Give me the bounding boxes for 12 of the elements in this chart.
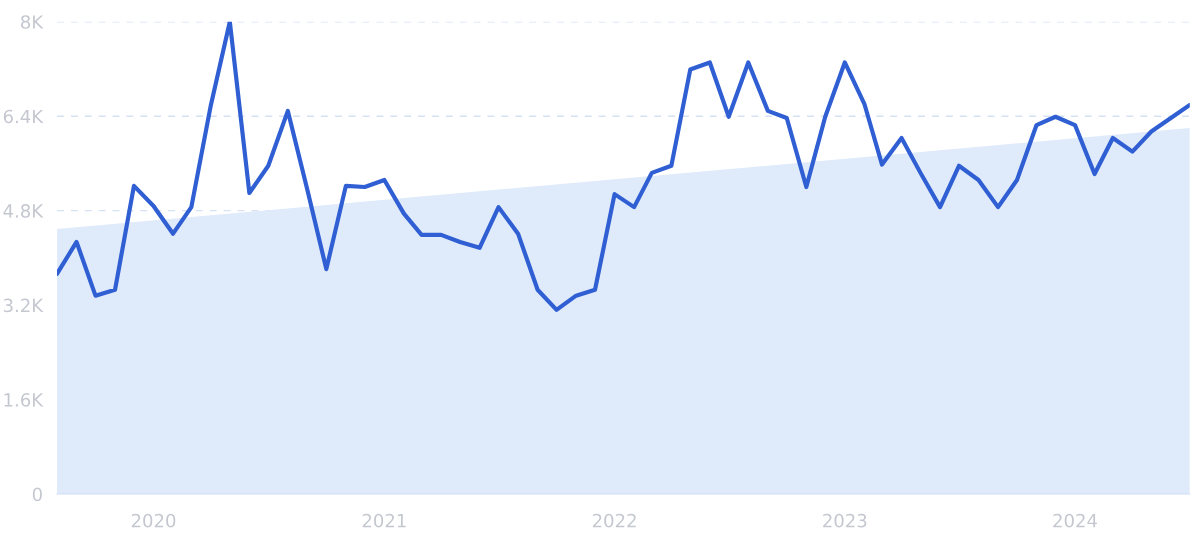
- y-tick-label: 8K: [21, 15, 44, 29]
- y-tick-label: 3.2K: [3, 298, 44, 313]
- y-tick-label: 0: [32, 487, 42, 502]
- y-tick-label: 6.4K: [3, 109, 44, 124]
- y-tick-label: 4.8K: [3, 204, 44, 218]
- x-tick-label: 2023: [823, 513, 867, 528]
- x-tick-label: 2022: [592, 513, 636, 528]
- x-tick-label: 2020: [131, 513, 176, 528]
- x-tick-label: 2021: [362, 513, 406, 528]
- y-tick-label: 1.6K: [4, 393, 44, 407]
- line-series: [57, 21, 1190, 312]
- x-tick-label: 2024: [1053, 513, 1097, 528]
